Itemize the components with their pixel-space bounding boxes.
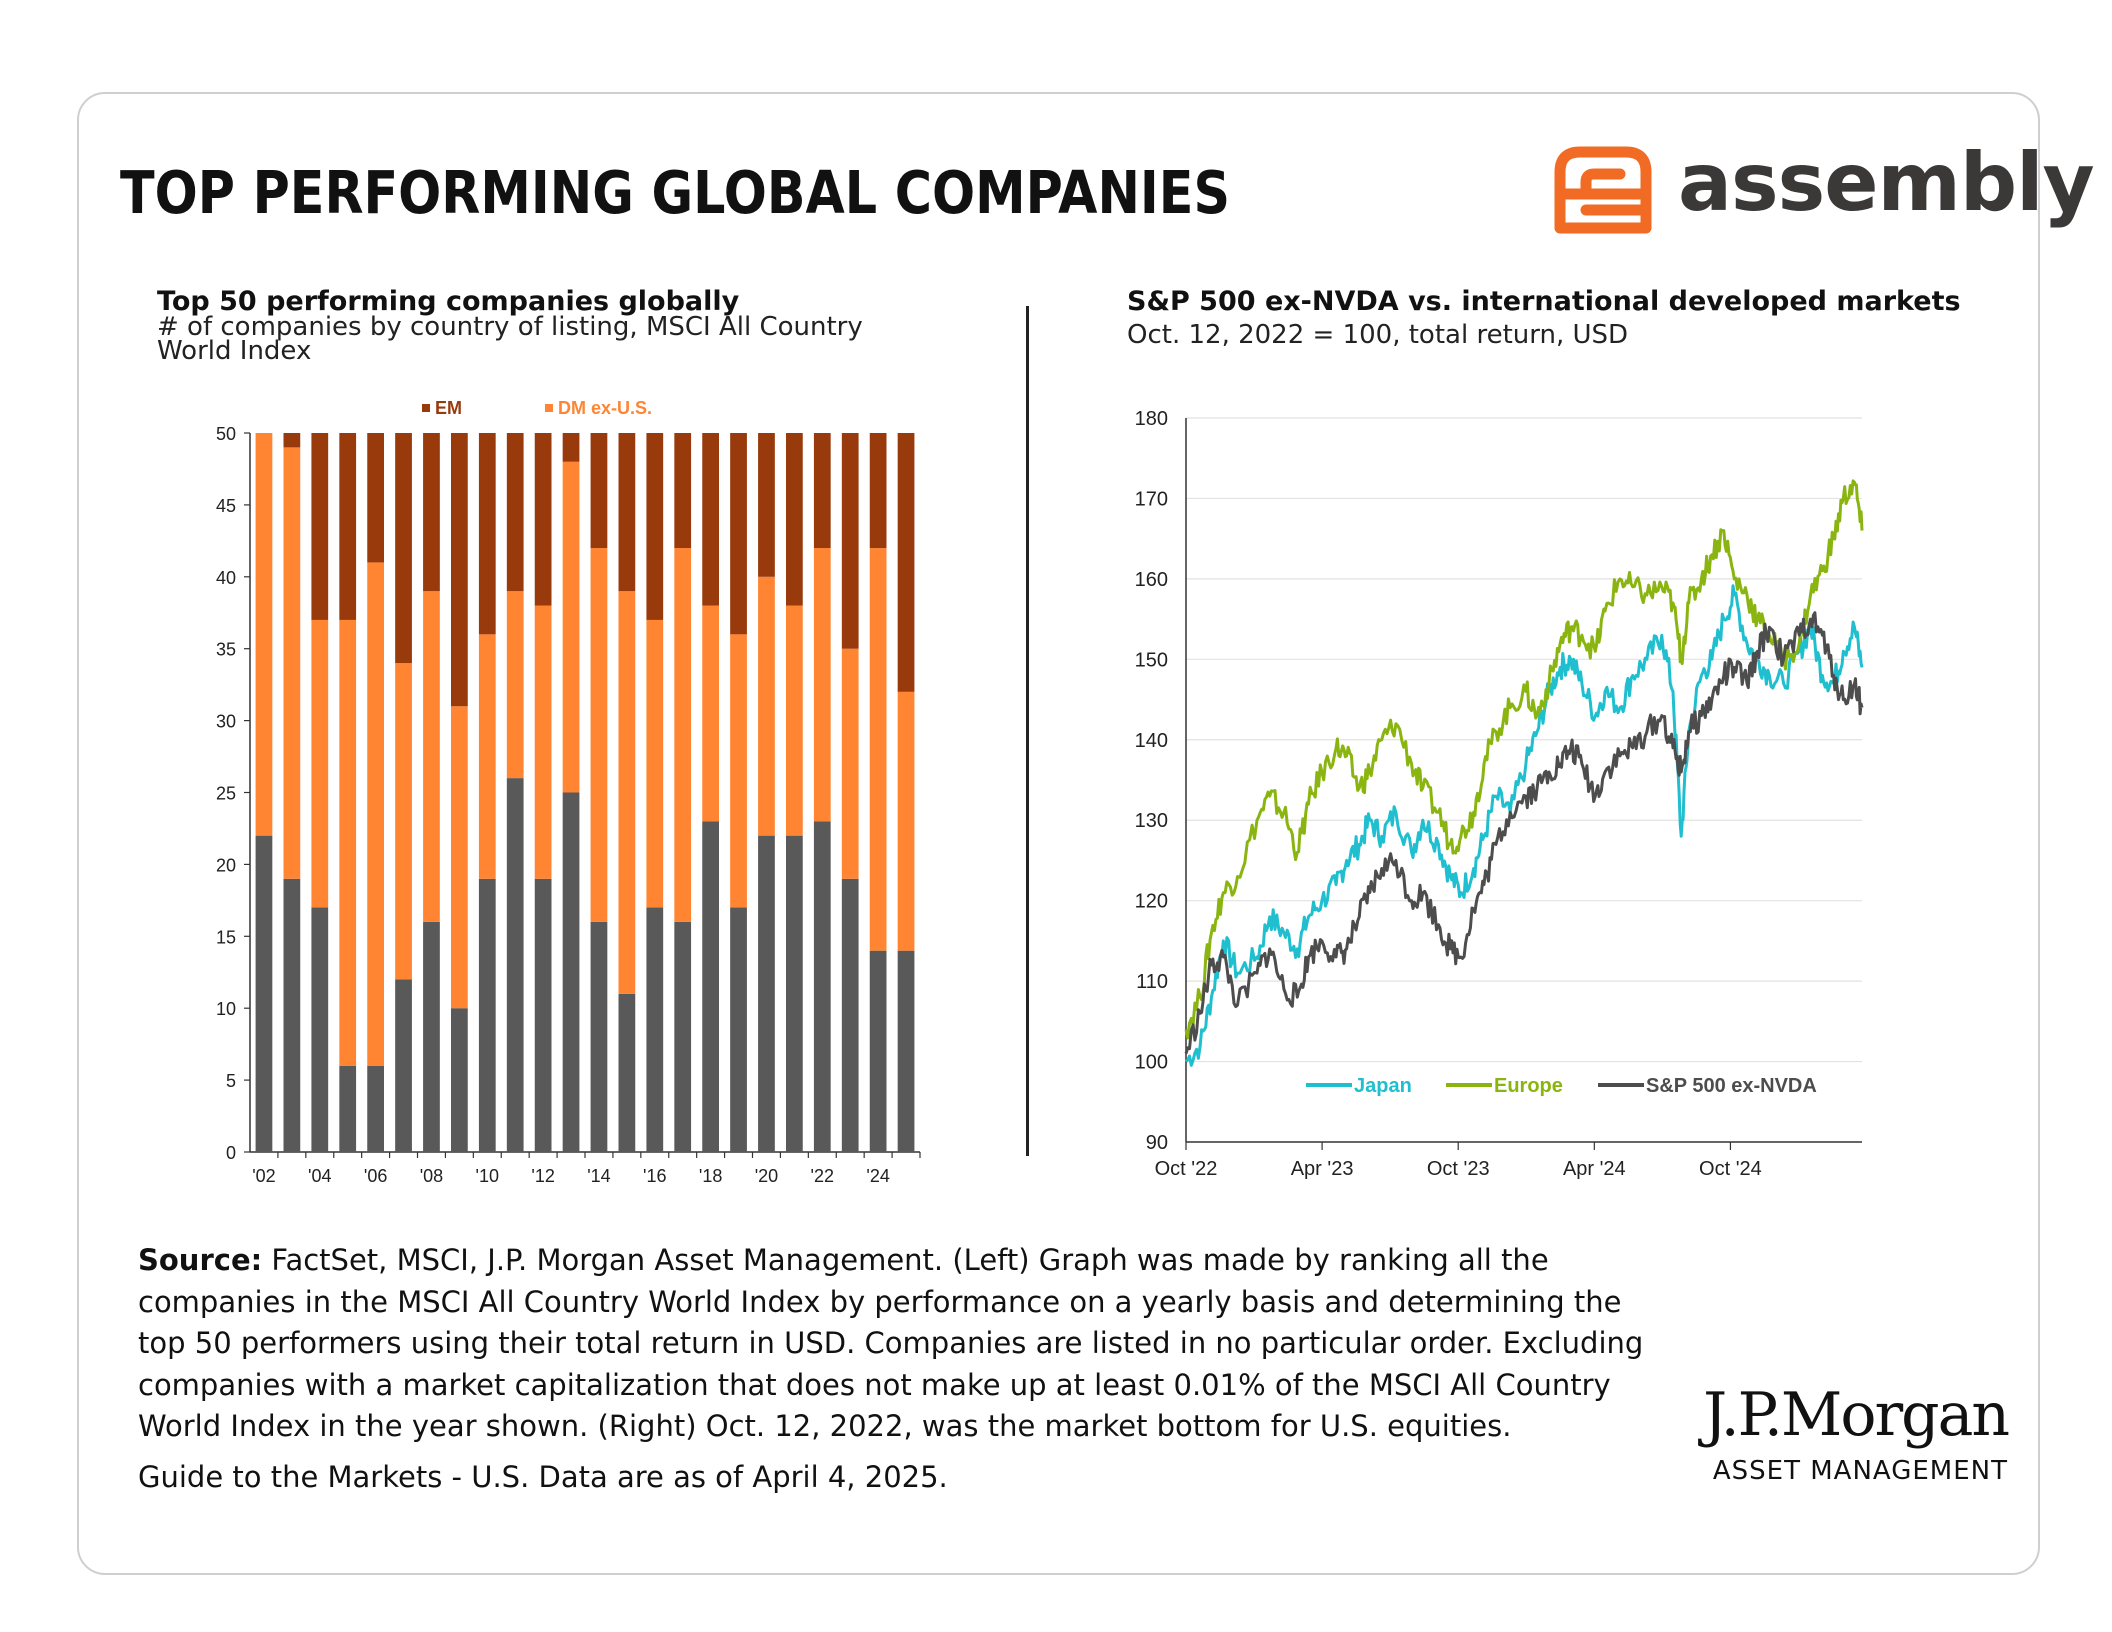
chart-divider xyxy=(1026,306,1029,1156)
right-chart-title: S&P 500 ex-NVDA vs. international develo… xyxy=(1127,286,1961,317)
jpmorgan-sub: ASSET MANAGEMENT xyxy=(1712,1456,2008,1486)
guide-note: Guide to the Markets - U.S. Data are as … xyxy=(138,1460,948,1494)
page-title: TOP PERFORMING GLOBAL COMPANIES xyxy=(120,158,1230,227)
source-label: Source: xyxy=(138,1243,263,1277)
assembly-logo-text: assembly xyxy=(1678,136,2095,229)
source-note: Source: FactSet, MSCI, J.P. Morgan Asset… xyxy=(138,1240,1668,1448)
left-chart-subtitle-1: # of companies by country of listing, MS… xyxy=(157,312,863,342)
assembly-logo-icon xyxy=(1554,146,1652,234)
source-text: FactSet, MSCI, J.P. Morgan Asset Managem… xyxy=(138,1243,1644,1443)
left-chart-subtitle-2: World Index xyxy=(157,336,312,366)
left-chart-title: Top 50 performing companies globally xyxy=(157,286,740,317)
right-chart-subtitle: Oct. 12, 2022 = 100, total return, USD xyxy=(1127,320,1629,350)
jpmorgan-name: J.P.Morgan xyxy=(1703,1380,2010,1450)
assembly-logo: assembly xyxy=(1548,136,2095,242)
jpmorgan-logo: J.P.Morgan ASSET MANAGEMENT xyxy=(1688,1380,2010,1486)
